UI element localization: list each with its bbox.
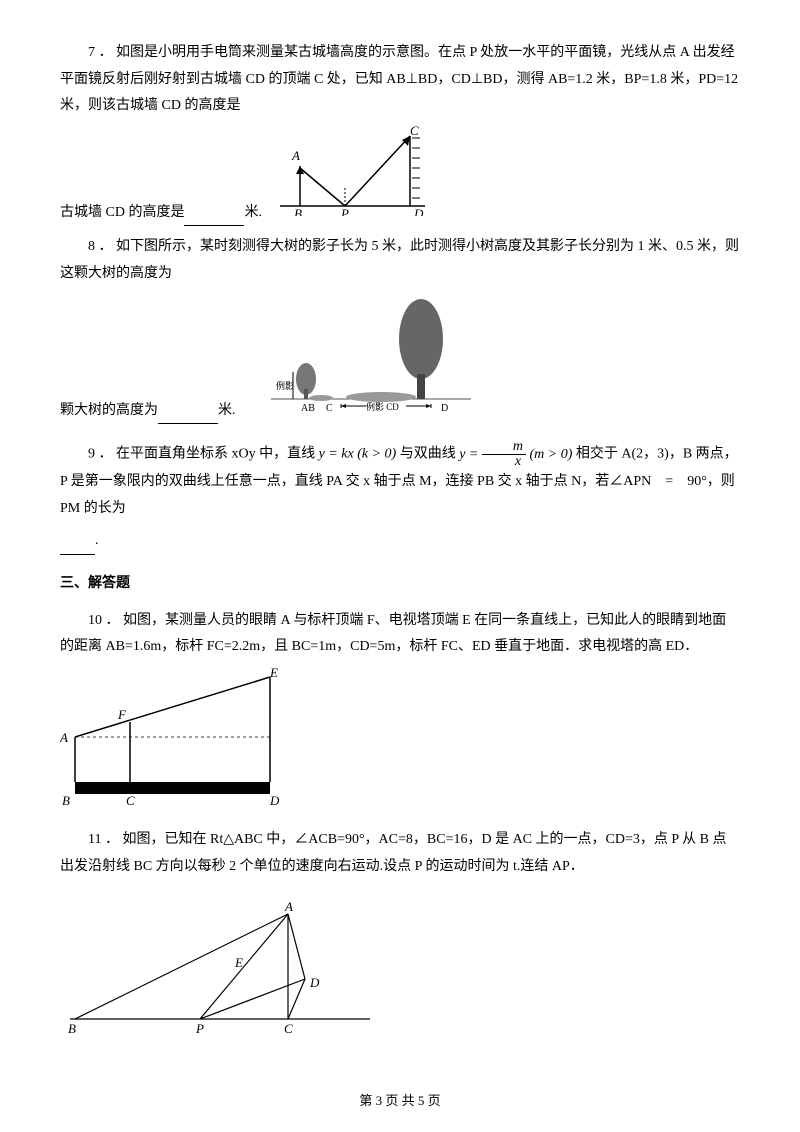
svg-text:A: A bbox=[291, 148, 300, 163]
q11-body: 如图，已知在 Rt△ABC 中，∠ACB=90°，AC=8，BC=16，D 是 … bbox=[60, 832, 726, 874]
q9-formula2: y = mx (m > 0) bbox=[459, 447, 576, 462]
q10-body: 如图，某测量人员的眼睛 A 与标杆顶端 F、电视塔顶端 E 在同一条直线上，已知… bbox=[60, 613, 726, 655]
q11-figure: A B C D E P bbox=[60, 899, 740, 1050]
q7-prefix: 古城墙 CD 的高度是 bbox=[60, 200, 184, 227]
q7-figure: A C B P D bbox=[270, 126, 435, 227]
q7-body: 如图是小明用手电筒来测量某古城墙高度的示意图。在点 P 处放一水平的平面镜，光线… bbox=[60, 45, 738, 113]
q8-tail: 米. bbox=[218, 398, 236, 425]
q8-num: 8 ． bbox=[88, 239, 113, 254]
svg-text:AB: AB bbox=[301, 403, 315, 414]
question-11: 11 ． 如图，已知在 Rt△ABC 中，∠ACB=90°，AC=8，BC=16… bbox=[60, 827, 740, 1049]
svg-text:C: C bbox=[284, 1021, 293, 1036]
q10-text: 10 ． 如图，某测量人员的眼睛 A 与标杆顶端 F、电视塔顶端 E 在同一条直… bbox=[60, 608, 740, 661]
svg-text:例影 CD: 例影 CD bbox=[366, 401, 399, 412]
svg-text:C: C bbox=[410, 126, 419, 138]
q8-text: 8 ． 如下图所示，某时刻测得大树的影子长为 5 米，此时测得小树高度及其影子长… bbox=[60, 234, 740, 287]
q7-num: 7 ． bbox=[88, 45, 113, 60]
svg-text:P: P bbox=[340, 206, 349, 216]
svg-text:B: B bbox=[62, 793, 70, 807]
q9-body2: 与双曲线 bbox=[400, 447, 456, 462]
q7-blank bbox=[184, 212, 244, 226]
section-3-title: 三、解答题 bbox=[60, 571, 740, 598]
q9-blank bbox=[60, 541, 95, 555]
svg-text:D: D bbox=[413, 206, 424, 216]
svg-text:A: A bbox=[60, 730, 68, 745]
svg-text:D: D bbox=[441, 403, 448, 414]
question-7: 7 ． 如图是小明用手电筒来测量某古城墙高度的示意图。在点 P 处放一水平的平面… bbox=[60, 40, 740, 226]
question-8: 8 ． 如下图所示，某时刻测得大树的影子长为 5 米，此时测得小树高度及其影子长… bbox=[60, 234, 740, 424]
svg-text:例影: 例影 bbox=[276, 380, 294, 391]
svg-text:E: E bbox=[234, 955, 243, 970]
q7-text: 7 ． 如图是小明用手电筒来测量某古城墙高度的示意图。在点 P 处放一水平的平面… bbox=[60, 40, 740, 120]
q9-body1: 在平面直角坐标系 xOy 中，直线 bbox=[116, 447, 315, 462]
svg-text:P: P bbox=[195, 1021, 204, 1036]
q10-num: 10 ． bbox=[88, 613, 120, 628]
svg-text:F: F bbox=[117, 707, 127, 722]
q8-figure: 例影 AB C D 例影 CD bbox=[266, 294, 476, 425]
svg-text:D: D bbox=[309, 975, 320, 990]
page-footer: 第 3 页 共 5 页 bbox=[0, 1089, 800, 1114]
svg-text:A: A bbox=[284, 899, 293, 914]
q8-body: 如下图所示，某时刻测得大树的影子长为 5 米，此时测得小树高度及其影子长分别为 … bbox=[60, 239, 739, 281]
q9-formula1: y = kx (k > 0) bbox=[319, 447, 397, 462]
q9-num: 9 ． bbox=[88, 447, 113, 462]
q7-tail: 米. bbox=[244, 200, 262, 227]
svg-text:C: C bbox=[326, 403, 333, 414]
svg-text:D: D bbox=[269, 793, 280, 807]
q11-text: 11 ． 如图，已知在 Rt△ABC 中，∠ACB=90°，AC=8，BC=16… bbox=[60, 827, 740, 880]
q8-prefix: 颗大树的高度为 bbox=[60, 398, 158, 425]
q9-tail: . bbox=[95, 528, 99, 555]
svg-text:C: C bbox=[126, 793, 135, 807]
svg-text:E: E bbox=[269, 667, 278, 680]
q10-figure: A F E B C D bbox=[60, 667, 740, 818]
q11-num: 11 ． bbox=[88, 832, 119, 847]
question-10: 10 ． 如图，某测量人员的眼睛 A 与标杆顶端 F、电视塔顶端 E 在同一条直… bbox=[60, 608, 740, 818]
svg-text:B: B bbox=[294, 206, 302, 216]
q8-blank bbox=[158, 410, 218, 424]
q9-text: 9 ． 在平面直角坐标系 xOy 中，直线 y = kx (k > 0) 与双曲… bbox=[60, 440, 740, 522]
question-9: 9 ． 在平面直角坐标系 xOy 中，直线 y = kx (k > 0) 与双曲… bbox=[60, 440, 740, 555]
svg-text:B: B bbox=[68, 1021, 76, 1036]
